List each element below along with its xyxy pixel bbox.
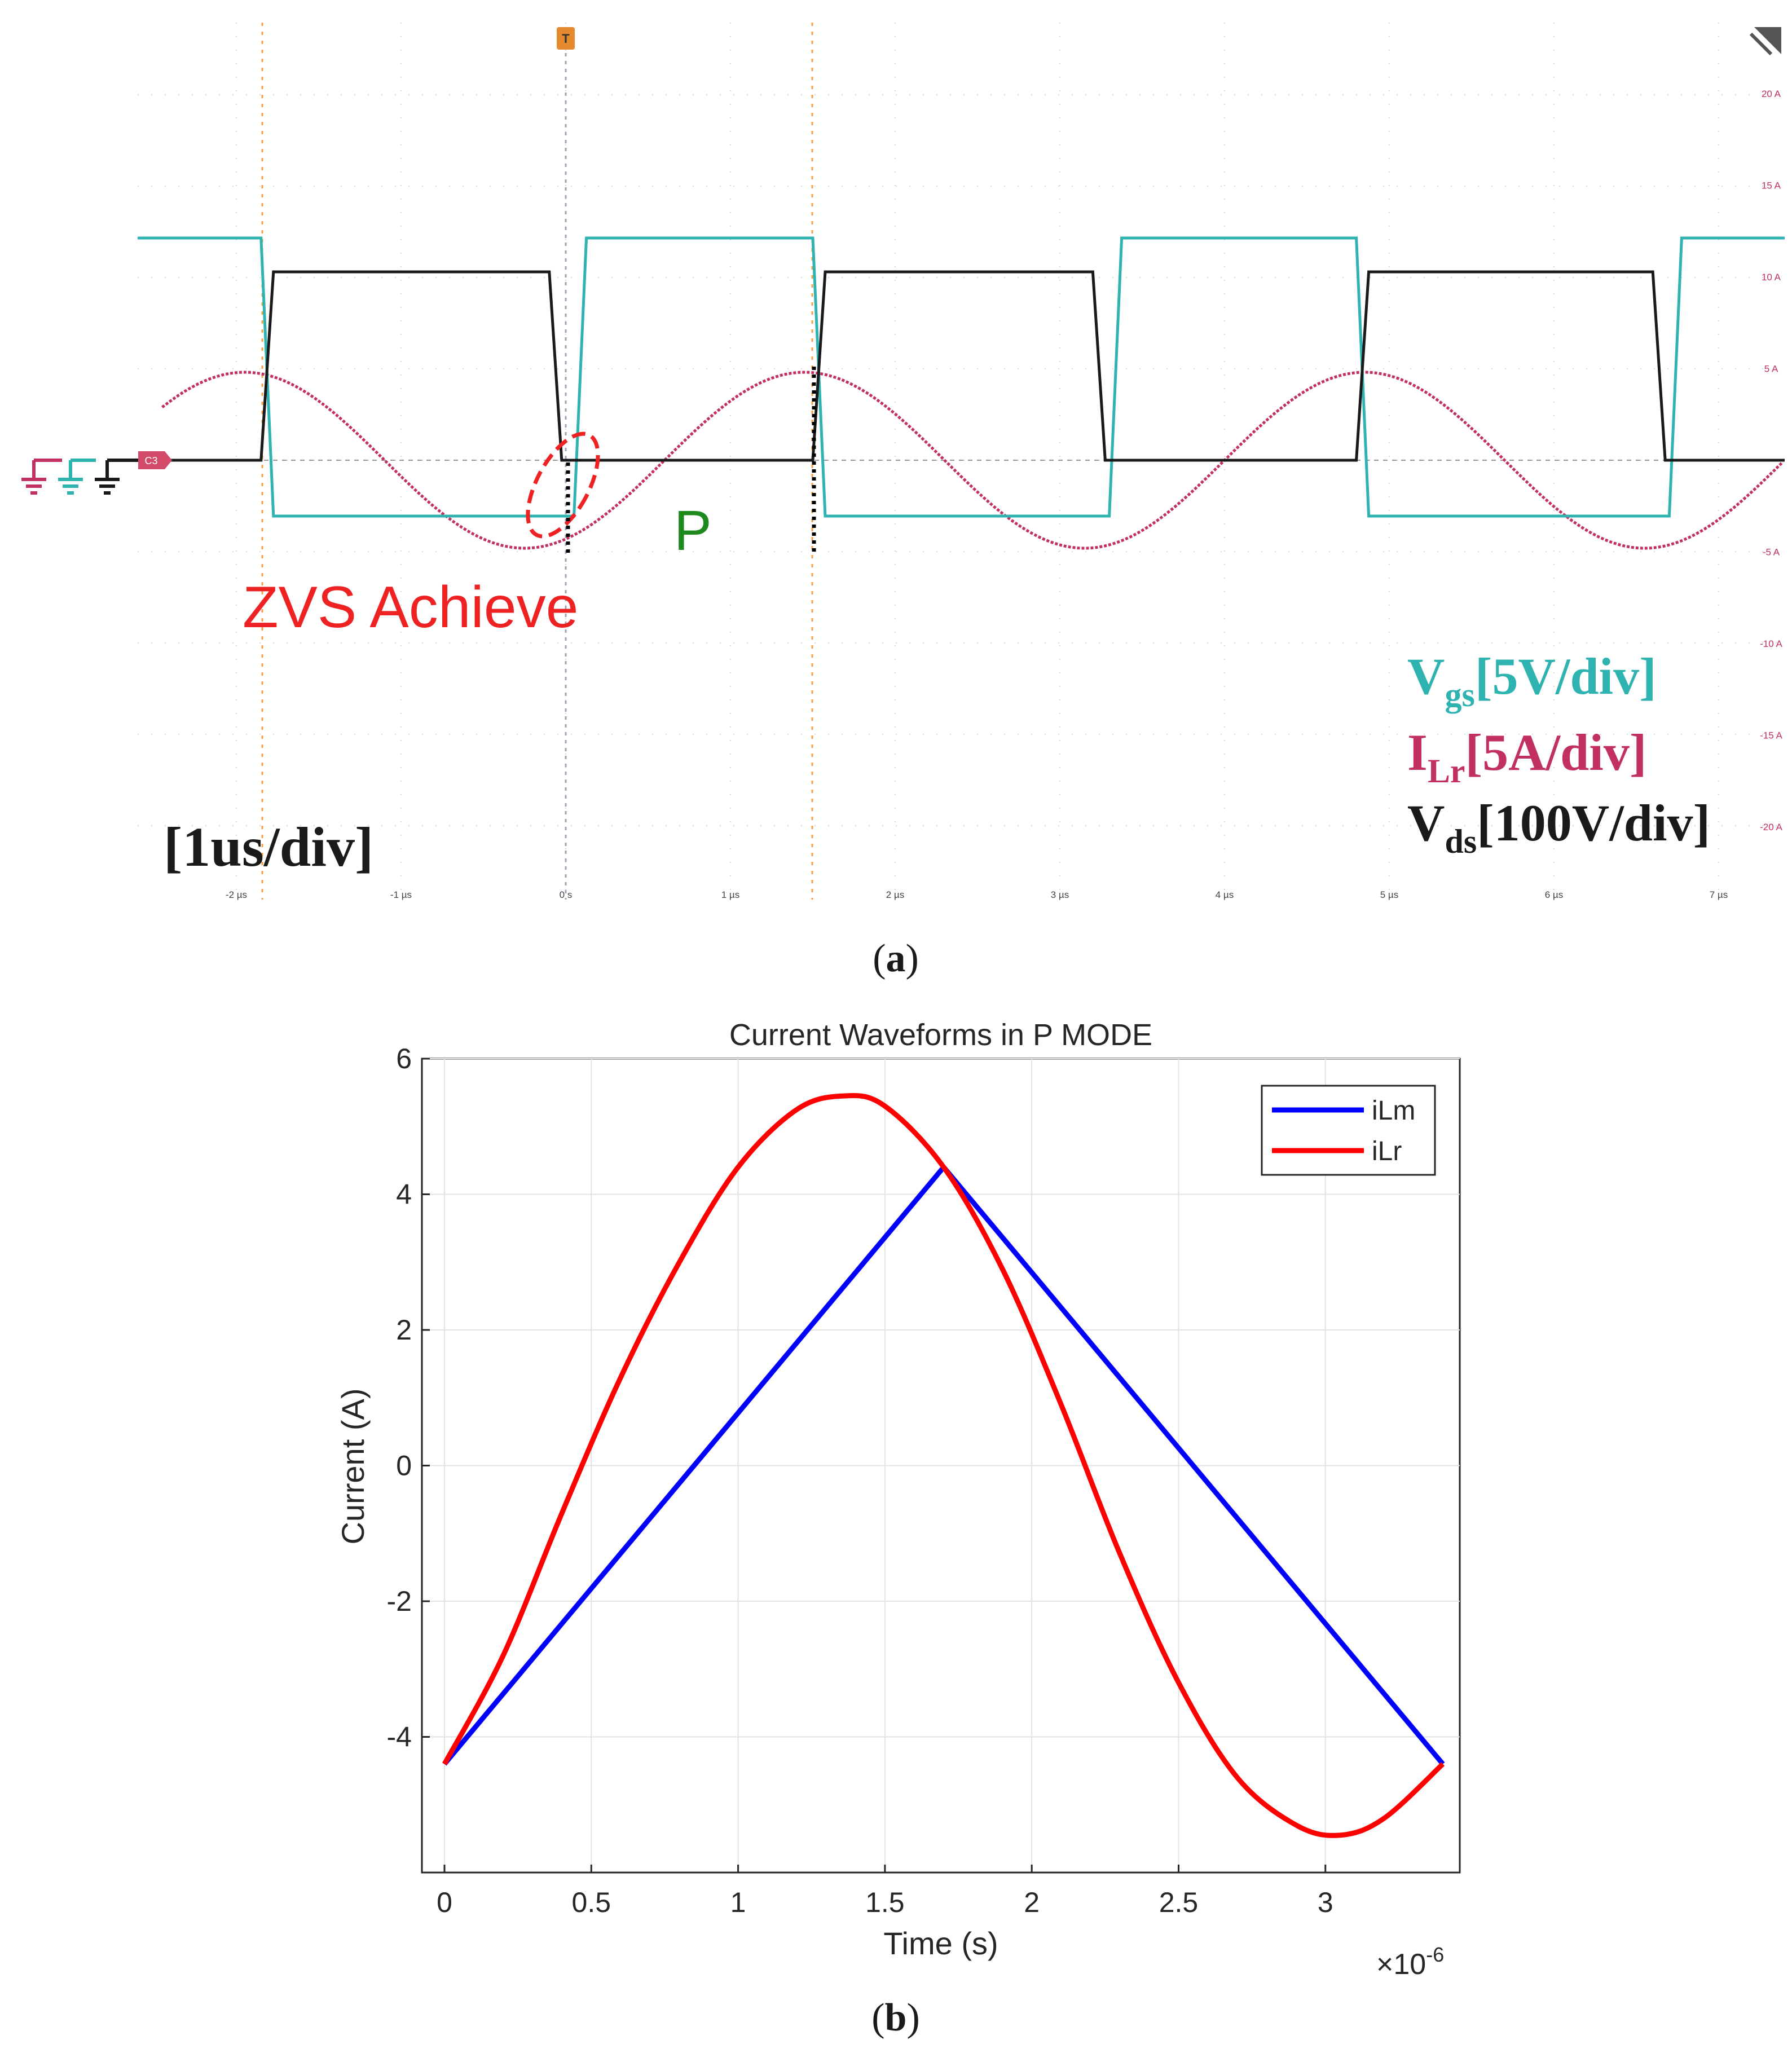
x-tick-label: 2.5 — [1159, 1887, 1199, 1918]
vgs-trace — [138, 236, 1785, 518]
vds-trace — [138, 270, 1785, 462]
legend-ilr: ILr[5A/div] — [1407, 724, 1646, 790]
time-tick-label: 3 µs — [1051, 889, 1069, 900]
legend-label-ilm: iLm — [1372, 1096, 1415, 1126]
y-tick-label: 0 — [396, 1450, 412, 1482]
time-tick-label: 6 µs — [1545, 889, 1563, 900]
caption-a: (a) — [873, 937, 919, 980]
channel-marker-label: C3 — [144, 455, 157, 466]
oscilloscope-panel: C3 T -2 µs -1 µs 0 s 1 µs 2 µs 3 µs 4 µs 5 µs 6 … — [21, 23, 1785, 980]
current-tick-label: -20 A — [1760, 822, 1782, 832]
chart-grid — [422, 1058, 1460, 1873]
y-tick-label: 4 — [396, 1179, 412, 1210]
time-tick-label: 1 µs — [721, 889, 739, 900]
time-tick-label: 5 µs — [1380, 889, 1398, 900]
channel-marker[interactable]: C3 — [138, 451, 172, 469]
chart-series — [442, 1093, 1445, 1838]
legend-box — [1261, 1085, 1436, 1176]
p-mode-annotation: P — [674, 499, 712, 562]
x-tick-label: 1 — [730, 1887, 746, 1918]
current-tick-label: 20 A — [1762, 89, 1781, 99]
x-axis-ticks: 0 0.5 1 1.5 2 2.5 3 — [437, 1865, 1333, 1918]
trigger-marker-label: T — [562, 32, 570, 46]
trigger-marker[interactable]: T — [557, 27, 575, 50]
y-tick-label: -2 — [387, 1585, 412, 1617]
y-tick-label: -4 — [387, 1721, 412, 1753]
time-tick-label: 0 s — [560, 889, 573, 900]
legend-vds: Vds[100V/div] — [1407, 794, 1710, 860]
current-axis-ticks: 20 A 15 A 10 A 5 A -5 A -10 A -15 A -20 A — [1760, 89, 1782, 832]
y-axis-label: Current (A) — [335, 1389, 371, 1545]
line-chart-panel: Current Waveforms in P MODE 0 0.5 1 1.5 2 2.5… — [335, 1018, 1461, 2039]
x-axis-multiplier: ×10-6 — [1376, 1943, 1444, 1981]
ilr-trace — [161, 371, 1784, 550]
x-tick-label: 3 — [1318, 1887, 1333, 1918]
chart-legend: iLm iLr — [1261, 1085, 1436, 1176]
time-tick-label: -2 µs — [226, 889, 247, 900]
current-tick-label: -5 A — [1763, 547, 1780, 558]
ground-symbols — [21, 459, 138, 495]
zvs-annotation: ZVS Achieve — [243, 575, 578, 640]
current-tick-label: 10 A — [1762, 272, 1781, 283]
x-tick-label: 0 — [437, 1887, 452, 1918]
timebase-label: [1us/div] — [164, 816, 373, 878]
current-tick-label: 5 A — [1764, 364, 1778, 375]
time-tick-label: 7 µs — [1710, 889, 1728, 900]
caption-b: (b) — [871, 1996, 920, 2039]
time-tick-label: 4 µs — [1216, 889, 1234, 900]
corner-arrow-icon[interactable] — [1749, 27, 1781, 56]
current-tick-label: -10 A — [1760, 638, 1782, 649]
legend-label-ilr: iLr — [1372, 1136, 1402, 1166]
time-axis-ticks: -2 µs -1 µs 0 s 1 µs 2 µs 3 µs 4 µs 5 µs 6 µs 7 µ… — [226, 889, 1728, 900]
scope-legend: Vgs[5V/div] ILr[5A/div] Vds[100V/div] — [1407, 647, 1710, 860]
current-tick-label: -15 A — [1760, 730, 1782, 741]
time-tick-label: -1 µs — [390, 889, 412, 900]
x-tick-label: 2 — [1024, 1887, 1040, 1918]
chart-title: Current Waveforms in P MODE — [729, 1018, 1152, 1052]
x-tick-label: 1.5 — [865, 1887, 905, 1918]
x-axis-label: Time (s) — [883, 1926, 998, 1961]
current-tick-label: 15 A — [1762, 180, 1781, 191]
legend-vgs: Vgs[5V/div] — [1407, 647, 1657, 713]
series-line-ilr — [442, 1093, 1445, 1838]
scope-background — [138, 23, 1785, 891]
y-tick-label: 2 — [396, 1314, 412, 1346]
time-tick-label: 2 µs — [886, 889, 904, 900]
x-tick-label: 0.5 — [572, 1887, 611, 1918]
y-axis-ticks: 6 4 2 0 -2 -4 — [387, 1043, 430, 1753]
scope-traces — [138, 236, 1785, 550]
y-tick-label: 6 — [396, 1043, 412, 1074]
zvs-highlight-ellipse — [526, 431, 600, 539]
